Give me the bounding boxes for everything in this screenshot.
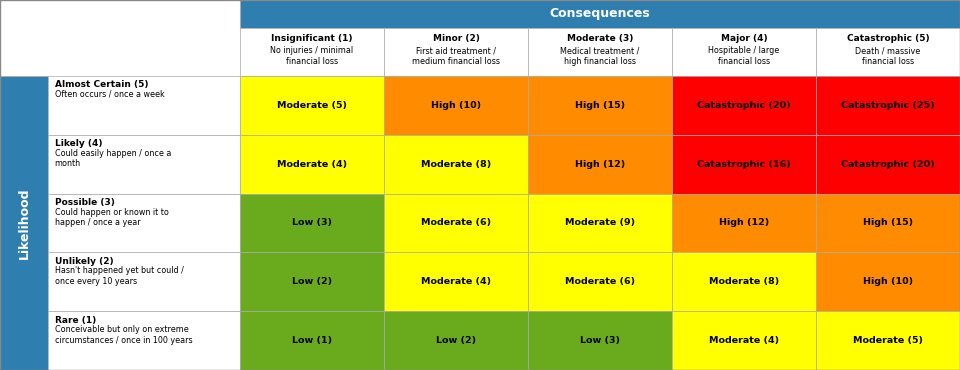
Text: Almost Certain (5): Almost Certain (5) bbox=[55, 80, 148, 89]
Text: Unlikely (2): Unlikely (2) bbox=[55, 257, 113, 266]
FancyBboxPatch shape bbox=[816, 135, 960, 194]
Text: Minor (2): Minor (2) bbox=[433, 34, 479, 43]
Text: Catastrophic (20): Catastrophic (20) bbox=[697, 101, 791, 110]
FancyBboxPatch shape bbox=[528, 311, 672, 370]
FancyBboxPatch shape bbox=[528, 76, 672, 135]
Text: Moderate (9): Moderate (9) bbox=[564, 218, 636, 228]
FancyBboxPatch shape bbox=[672, 135, 816, 194]
Text: Low (3): Low (3) bbox=[580, 336, 620, 345]
Text: Moderate (8): Moderate (8) bbox=[708, 277, 780, 286]
Text: High (10): High (10) bbox=[863, 277, 913, 286]
FancyBboxPatch shape bbox=[240, 311, 384, 370]
FancyBboxPatch shape bbox=[48, 76, 240, 135]
Text: Insignificant (1): Insignificant (1) bbox=[272, 34, 352, 43]
FancyBboxPatch shape bbox=[384, 135, 528, 194]
Text: Rare (1): Rare (1) bbox=[55, 316, 96, 324]
FancyBboxPatch shape bbox=[48, 135, 240, 194]
FancyBboxPatch shape bbox=[816, 76, 960, 135]
Text: Low (2): Low (2) bbox=[292, 277, 332, 286]
FancyBboxPatch shape bbox=[240, 194, 384, 252]
Text: Low (1): Low (1) bbox=[292, 336, 332, 345]
Text: Low (2): Low (2) bbox=[436, 336, 476, 345]
FancyBboxPatch shape bbox=[528, 28, 672, 76]
Text: First aid treatment /
medium financial loss: First aid treatment / medium financial l… bbox=[412, 46, 500, 65]
FancyBboxPatch shape bbox=[240, 252, 384, 311]
Text: Could happen or known it to
happen / once a year: Could happen or known it to happen / onc… bbox=[55, 208, 169, 227]
FancyBboxPatch shape bbox=[672, 28, 816, 76]
Text: No injuries / minimal
financial loss: No injuries / minimal financial loss bbox=[271, 46, 353, 65]
Text: Moderate (6): Moderate (6) bbox=[564, 277, 636, 286]
Text: Medical treatment /
high financial loss: Medical treatment / high financial loss bbox=[561, 46, 639, 65]
Text: Moderate (8): Moderate (8) bbox=[420, 159, 492, 169]
Text: Conceivable but only on extreme
circumstances / once in 100 years: Conceivable but only on extreme circumst… bbox=[55, 325, 192, 344]
FancyBboxPatch shape bbox=[384, 28, 528, 76]
Text: Possible (3): Possible (3) bbox=[55, 198, 114, 207]
FancyBboxPatch shape bbox=[384, 194, 528, 252]
Text: Low (3): Low (3) bbox=[292, 218, 332, 228]
Text: Moderate (4): Moderate (4) bbox=[420, 277, 492, 286]
Text: Catastrophic (20): Catastrophic (20) bbox=[841, 159, 935, 169]
Text: Moderate (4): Moderate (4) bbox=[708, 336, 780, 345]
FancyBboxPatch shape bbox=[528, 194, 672, 252]
FancyBboxPatch shape bbox=[48, 311, 240, 370]
Text: Moderate (6): Moderate (6) bbox=[420, 218, 492, 228]
FancyBboxPatch shape bbox=[384, 252, 528, 311]
Text: Catastrophic (16): Catastrophic (16) bbox=[697, 159, 791, 169]
Text: High (10): High (10) bbox=[431, 101, 481, 110]
Text: Likely (4): Likely (4) bbox=[55, 139, 102, 148]
FancyBboxPatch shape bbox=[672, 194, 816, 252]
FancyBboxPatch shape bbox=[816, 252, 960, 311]
FancyBboxPatch shape bbox=[240, 135, 384, 194]
Text: Consequences: Consequences bbox=[550, 7, 650, 20]
FancyBboxPatch shape bbox=[816, 311, 960, 370]
FancyBboxPatch shape bbox=[0, 76, 48, 370]
FancyBboxPatch shape bbox=[672, 311, 816, 370]
FancyBboxPatch shape bbox=[672, 76, 816, 135]
Text: High (15): High (15) bbox=[575, 101, 625, 110]
FancyBboxPatch shape bbox=[816, 28, 960, 76]
Text: High (12): High (12) bbox=[575, 159, 625, 169]
FancyBboxPatch shape bbox=[528, 135, 672, 194]
Text: Could easily happen / once a
month: Could easily happen / once a month bbox=[55, 149, 171, 168]
Text: Moderate (4): Moderate (4) bbox=[276, 159, 348, 169]
Text: Death / massive
financial loss: Death / massive financial loss bbox=[855, 46, 921, 65]
Text: High (15): High (15) bbox=[863, 218, 913, 228]
Text: Hospitable / large
financial loss: Hospitable / large financial loss bbox=[708, 46, 780, 65]
Text: Likelihood: Likelihood bbox=[17, 187, 31, 259]
Text: Catastrophic (5): Catastrophic (5) bbox=[847, 34, 929, 43]
Text: Hasn't happened yet but could /
once every 10 years: Hasn't happened yet but could / once eve… bbox=[55, 266, 183, 286]
FancyBboxPatch shape bbox=[384, 311, 528, 370]
FancyBboxPatch shape bbox=[384, 76, 528, 135]
Text: Moderate (5): Moderate (5) bbox=[277, 101, 347, 110]
FancyBboxPatch shape bbox=[816, 194, 960, 252]
FancyBboxPatch shape bbox=[672, 252, 816, 311]
FancyBboxPatch shape bbox=[240, 28, 384, 76]
FancyBboxPatch shape bbox=[240, 0, 960, 28]
FancyBboxPatch shape bbox=[48, 252, 240, 311]
Text: Catastrophic (25): Catastrophic (25) bbox=[841, 101, 935, 110]
Text: Moderate (5): Moderate (5) bbox=[853, 336, 923, 345]
Text: Often occurs / once a week: Often occurs / once a week bbox=[55, 90, 164, 99]
FancyBboxPatch shape bbox=[528, 252, 672, 311]
Text: Moderate (3): Moderate (3) bbox=[566, 34, 634, 43]
FancyBboxPatch shape bbox=[48, 194, 240, 252]
FancyBboxPatch shape bbox=[240, 76, 384, 135]
Text: High (12): High (12) bbox=[719, 218, 769, 228]
Text: Major (4): Major (4) bbox=[721, 34, 767, 43]
